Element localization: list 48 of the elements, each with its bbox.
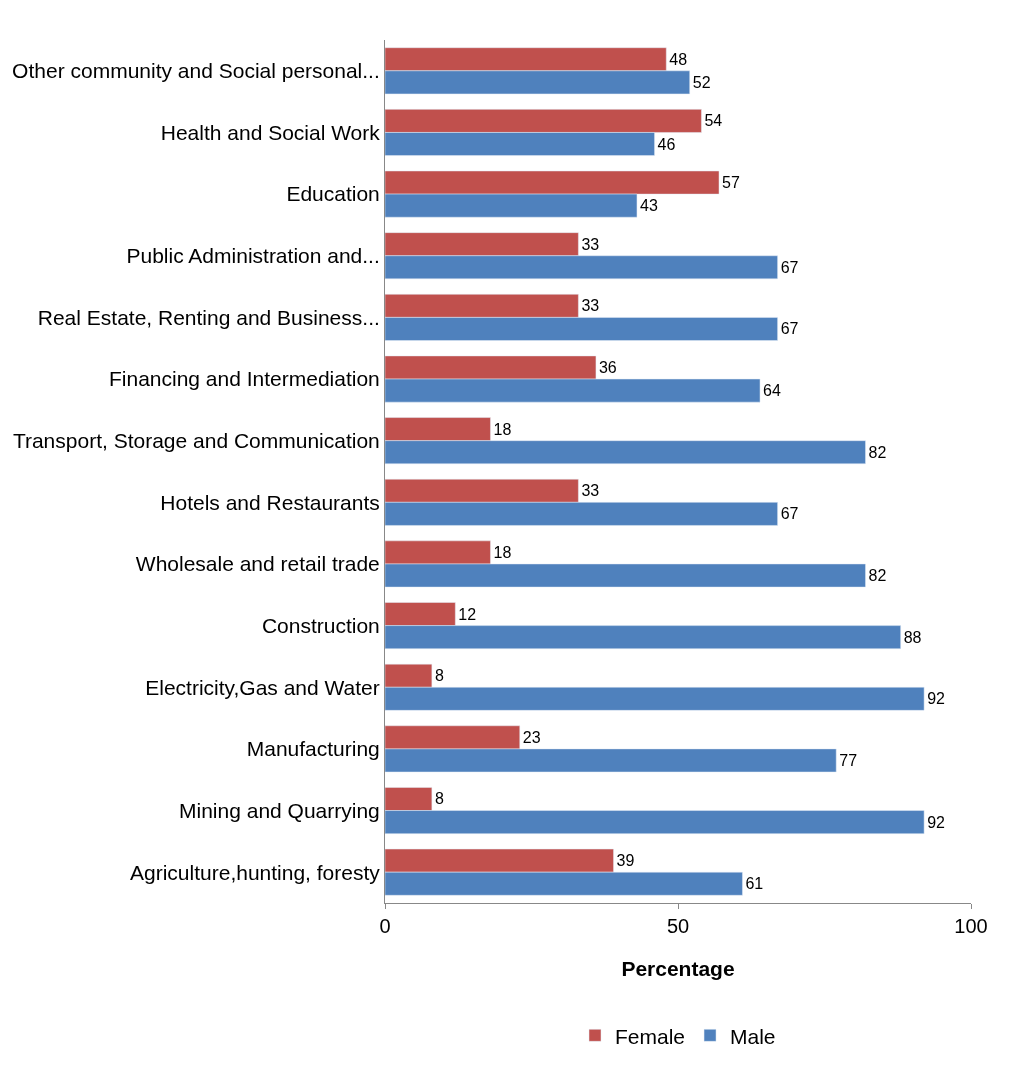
- data-label: 23: [522, 728, 541, 746]
- data-label: 92: [927, 690, 946, 708]
- data-label: 18: [493, 420, 512, 438]
- data-label: 48: [669, 50, 688, 68]
- y-tick-label: Public Administration and...: [126, 244, 380, 268]
- data-label: 46: [657, 135, 676, 153]
- data-label: 88: [903, 628, 922, 646]
- data-label: 67: [780, 258, 799, 276]
- data-label: 12: [458, 605, 477, 623]
- data-label: 64: [763, 382, 781, 400]
- data-label: 18: [493, 543, 512, 561]
- data-label: 43: [639, 197, 658, 215]
- x-tick-label: 100: [954, 915, 988, 937]
- y-tick-label: Mining and Quarrying: [179, 798, 380, 822]
- data-label: 33: [581, 482, 600, 500]
- y-tick-label: Electricity,Gas and Water: [145, 675, 380, 699]
- data-label: 92: [927, 813, 946, 831]
- data-label: 82: [868, 443, 887, 461]
- y-tick-label: Other community and Social personal...: [12, 59, 380, 83]
- data-label: 33: [581, 235, 600, 253]
- data-label: 39: [616, 852, 635, 870]
- y-tick-label: Health and Social Work: [160, 120, 381, 144]
- legend-label: Female: [615, 1024, 686, 1048]
- data-label: 33: [581, 297, 600, 315]
- data-label: 8: [434, 790, 444, 808]
- data-label: 54: [704, 112, 723, 130]
- legend-label: Male: [730, 1024, 776, 1048]
- data-label: 77: [839, 751, 858, 769]
- y-tick-label: Financing and Intermediation: [108, 367, 380, 391]
- y-tick-label: Construction: [261, 613, 380, 637]
- data-label: 52: [692, 73, 711, 91]
- x-axis-title: Percentage: [621, 957, 735, 981]
- y-tick-label: Wholesale and retail trade: [135, 552, 380, 576]
- data-label: 67: [780, 505, 799, 523]
- y-tick-label: Real Estate, Renting and Business...: [37, 305, 380, 329]
- y-tick-label: Manufacturing: [246, 737, 380, 761]
- y-tick-label: Hotels and Restaurants: [160, 490, 380, 514]
- data-label: 67: [780, 320, 799, 338]
- data-label: 61: [745, 875, 764, 893]
- data-label: 82: [868, 567, 887, 585]
- y-tick-label: Agriculture,hunting, foresty: [130, 860, 381, 884]
- data-label: 36: [598, 358, 617, 376]
- x-tick-label: 50: [666, 915, 690, 937]
- y-tick-label: Education: [286, 182, 380, 206]
- data-label: 8: [434, 667, 444, 685]
- data-label: 57: [722, 174, 740, 192]
- x-tick-label: 0: [379, 915, 391, 937]
- y-tick-label: Transport, Storage and Communication: [12, 429, 380, 453]
